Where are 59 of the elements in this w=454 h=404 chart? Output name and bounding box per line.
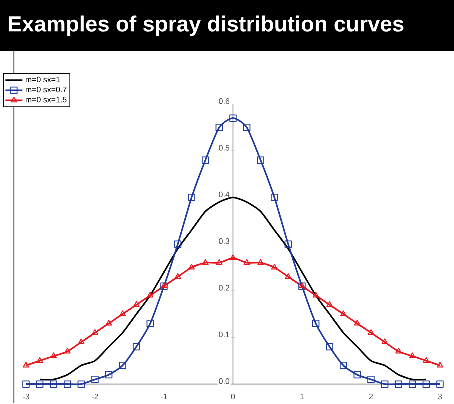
- point: [230, 254, 236, 261]
- point: [78, 338, 85, 345]
- point: [270, 194, 278, 202]
- point: [326, 302, 334, 308]
- point: [409, 352, 416, 359]
- point: [354, 320, 361, 326]
- point: [285, 274, 292, 280]
- point: [174, 274, 182, 280]
- point: [340, 362, 348, 370]
- point: [368, 330, 374, 336]
- point: [258, 260, 264, 266]
- point: [354, 372, 362, 379]
- point: [78, 380, 86, 388]
- point: [381, 380, 389, 388]
- point: [284, 240, 292, 248]
- point: [230, 114, 237, 122]
- point: [92, 376, 99, 384]
- point: [326, 344, 334, 351]
- point: [395, 380, 402, 388]
- point: [368, 376, 375, 384]
- point: [188, 194, 196, 202]
- point: [133, 302, 140, 308]
- point: [174, 240, 182, 248]
- point: [202, 260, 209, 266]
- point: [105, 372, 113, 379]
- point: [408, 380, 416, 388]
- chart-title: Examples of spray distribution curves: [8, 16, 404, 36]
- point: [147, 292, 154, 298]
- point: [422, 380, 430, 388]
- point: [382, 338, 388, 345]
- point: [340, 310, 347, 317]
- point: [119, 362, 126, 370]
- point: [216, 260, 223, 266]
- point: [64, 380, 72, 388]
- point: [257, 156, 264, 164]
- point: [437, 362, 444, 368]
- point: [64, 348, 71, 354]
- point: [216, 124, 224, 132]
- point: [92, 330, 98, 336]
- point: [243, 124, 251, 132]
- point: [188, 264, 196, 270]
- point: [23, 362, 30, 368]
- point: [396, 348, 402, 354]
- point: [50, 352, 58, 359]
- point: [106, 320, 112, 326]
- point: [312, 320, 320, 328]
- point: [244, 260, 250, 266]
- point: [423, 358, 430, 364]
- point: [50, 380, 58, 388]
- point: [120, 310, 126, 317]
- point: [22, 380, 30, 388]
- point: [271, 264, 278, 270]
- point: [436, 380, 444, 388]
- point: [312, 292, 320, 298]
- point: [36, 358, 44, 364]
- point: [202, 156, 210, 164]
- point: [36, 380, 44, 388]
- point: [132, 344, 140, 351]
- point: [146, 320, 154, 328]
